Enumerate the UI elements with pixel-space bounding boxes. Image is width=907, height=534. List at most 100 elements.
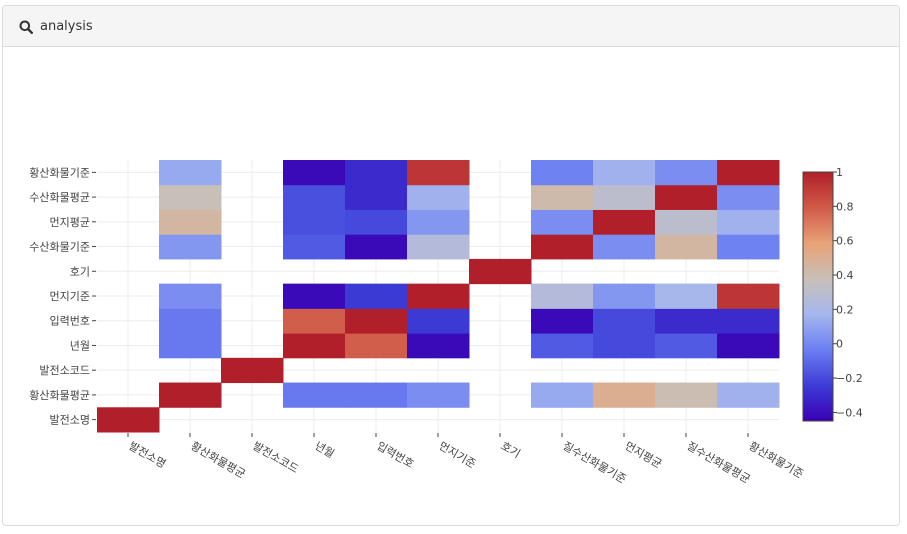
heatmap-cell[interactable]: [655, 333, 718, 359]
heatmap-cell[interactable]: [407, 234, 470, 260]
y-tick-label: 수산화물기준: [29, 241, 90, 254]
y-tick-label: 호기: [70, 265, 90, 278]
heatmap-cell[interactable]: [283, 184, 346, 210]
heatmap-cell[interactable]: [717, 333, 780, 359]
x-tick-label: 질수산화물평균: [685, 439, 753, 486]
heatmap-cell[interactable]: [717, 160, 780, 186]
colorbar-tick-label: 0: [836, 338, 843, 351]
heatmap-cell[interactable]: [97, 407, 160, 433]
heatmap-cell[interactable]: [407, 209, 470, 235]
y-axis: 발전소명 황산화물평균 발전소코드 년월 입력번호 먼지기준 호기 수산화물기준 먼지평균 수산화…: [29, 166, 96, 427]
heatmap-cell[interactable]: [159, 308, 222, 334]
x-tick-label: 입력번호: [375, 439, 417, 471]
y-tick-label: 년월: [70, 339, 90, 352]
heatmap-cell[interactable]: [283, 382, 346, 408]
heatmap-cell[interactable]: [593, 382, 656, 408]
heatmap-cell[interactable]: [655, 209, 718, 235]
x-tick-label: 년월: [313, 439, 337, 460]
heatmap-cell[interactable]: [345, 308, 408, 334]
colorbar-gradient: [802, 171, 834, 422]
heatmap-cell[interactable]: [531, 308, 594, 334]
heatmap-cell[interactable]: [159, 234, 222, 260]
heatmap-cell[interactable]: [407, 333, 470, 359]
y-tick-label: 발전소명: [50, 414, 90, 427]
heatmap-cell[interactable]: [593, 234, 656, 260]
heatmap-cell[interactable]: [531, 160, 594, 186]
heatmap-cell[interactable]: [593, 209, 656, 235]
heatmap-cell[interactable]: [593, 283, 656, 309]
x-tick-label: 호기: [499, 439, 523, 460]
heatmap-cell[interactable]: [717, 234, 780, 260]
heatmap-cell[interactable]: [159, 160, 222, 186]
y-tick-label: 수산화물평균: [29, 191, 90, 204]
heatmap-cell[interactable]: [531, 333, 594, 359]
heatmap-cell[interactable]: [283, 160, 346, 186]
y-tick-label: 입력번호: [50, 315, 90, 328]
x-tick-label: 질수산화물기준: [561, 439, 629, 486]
x-tick-label: 황산화물평균: [189, 439, 248, 481]
heatmap-cell[interactable]: [717, 382, 780, 408]
heatmap-cell[interactable]: [655, 308, 718, 334]
heatmap-cells: [97, 160, 780, 433]
x-tick-label: 먼지평균: [623, 439, 665, 471]
panel-header: analysis: [3, 6, 899, 47]
heatmap-cell[interactable]: [655, 283, 718, 309]
heatmap-cell[interactable]: [283, 283, 346, 309]
heatmap-cell[interactable]: [407, 184, 470, 210]
heatmap-cell[interactable]: [283, 333, 346, 359]
heatmap-cell[interactable]: [407, 160, 470, 186]
heatmap-cell[interactable]: [531, 209, 594, 235]
y-tick-label: 황산화물평균: [29, 389, 90, 402]
heatmap-cell[interactable]: [593, 184, 656, 210]
heatmap-cell[interactable]: [655, 160, 718, 186]
search-icon: [19, 19, 34, 35]
heatmap-cell[interactable]: [469, 258, 532, 285]
heatmap-cell[interactable]: [159, 382, 222, 408]
heatmap-cell[interactable]: [717, 209, 780, 235]
heatmap-cell[interactable]: [407, 283, 470, 309]
heatmap-cell[interactable]: [531, 382, 594, 408]
heatmap-cell[interactable]: [221, 357, 284, 384]
y-tick-label: 먼지기준: [50, 290, 90, 303]
heatmap-cell[interactable]: [345, 333, 408, 359]
panel-title: analysis: [40, 18, 93, 34]
colorbar-tick-label: 0.8: [836, 200, 854, 213]
heatmap-cell[interactable]: [593, 333, 656, 359]
heatmap-cell[interactable]: [159, 184, 222, 210]
heatmap-cell[interactable]: [531, 234, 594, 260]
heatmap-cell[interactable]: [345, 283, 408, 309]
heatmap-cell[interactable]: [531, 283, 594, 309]
heatmap-cell[interactable]: [283, 308, 346, 334]
colorbar-tick-label: 0.4: [836, 269, 854, 282]
heatmap-cell[interactable]: [345, 209, 408, 235]
heatmap-cell[interactable]: [159, 209, 222, 235]
heatmap-cell[interactable]: [407, 382, 470, 408]
y-tick-label: 황산화물기준: [29, 166, 90, 179]
heatmap-cell[interactable]: [407, 308, 470, 334]
heatmap-cell[interactable]: [717, 184, 780, 210]
heatmap-cell[interactable]: [283, 209, 346, 235]
heatmap-cell[interactable]: [593, 308, 656, 334]
heatmap-cell[interactable]: [283, 234, 346, 260]
colorbar-tick-label: −0.4: [836, 406, 863, 419]
heatmap-cell[interactable]: [655, 382, 718, 408]
x-tick-label: 발전소코드: [251, 439, 301, 476]
heatmap-cell[interactable]: [159, 333, 222, 359]
heatmap-cell[interactable]: [345, 234, 408, 260]
heatmap-cell[interactable]: [717, 283, 780, 309]
y-tick-label: 먼지평균: [50, 216, 90, 229]
heatmap-cell[interactable]: [655, 184, 718, 210]
heatmap-cell[interactable]: [345, 382, 408, 408]
heatmap-cell[interactable]: [345, 184, 408, 210]
colorbar-tick-label: 0.2: [836, 303, 854, 316]
heatmap-cell[interactable]: [159, 283, 222, 309]
heatmap-cell[interactable]: [717, 308, 780, 334]
heatmap-cell[interactable]: [655, 234, 718, 260]
heatmap-cell[interactable]: [345, 160, 408, 186]
colorbar-tick-label: 0.6: [836, 235, 854, 248]
heatmap-cell[interactable]: [593, 160, 656, 186]
heatmap-cell[interactable]: [531, 184, 594, 210]
colorbar-tick-label: 1: [836, 166, 843, 179]
x-tick-label: 황산화물기준: [747, 439, 806, 481]
